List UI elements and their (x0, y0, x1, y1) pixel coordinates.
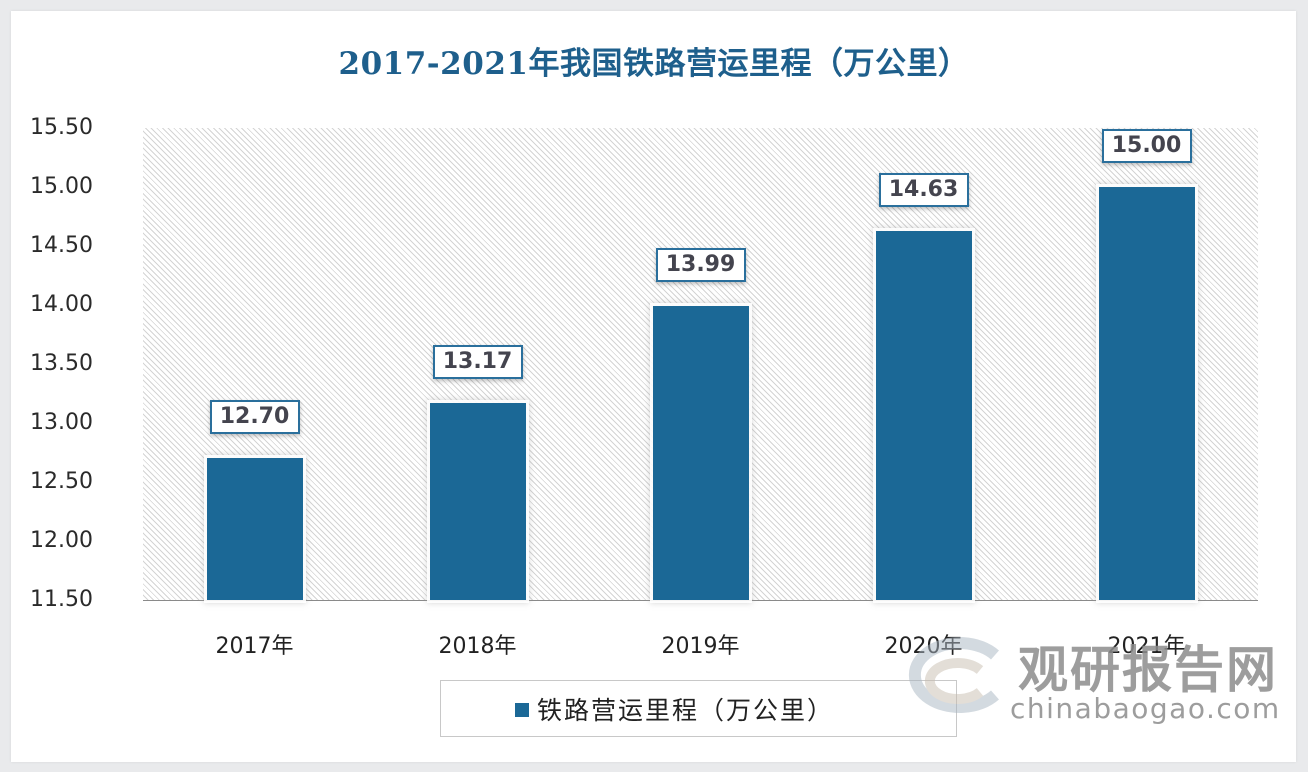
y-tick: 13.00 (30, 410, 93, 435)
x-tick: 2021年 (1107, 634, 1186, 659)
value-label: 12.70 (209, 400, 300, 435)
watermark-text-en: chinabaogao.com (1010, 692, 1281, 725)
y-tick: 12.00 (30, 528, 93, 553)
watermark-text-cn: 观研报告网 (1018, 641, 1278, 699)
x-tick: 2019年 (661, 634, 740, 659)
bar (875, 230, 972, 600)
bar (1098, 187, 1195, 600)
value-label: 13.99 (655, 248, 746, 283)
y-tick: 14.50 (30, 233, 93, 258)
bar (429, 402, 526, 600)
x-tick: 2017年 (215, 634, 294, 659)
y-tick: 12.50 (30, 469, 93, 494)
legend-label: 铁路营运里程（万公里） (537, 696, 835, 725)
chart-title: 2017-2021年我国铁路营运里程（万公里） (338, 46, 970, 82)
y-tick: 11.50 (30, 587, 93, 612)
chart-legend: 铁路营运里程（万公里） (440, 680, 957, 737)
y-tick: 13.50 (30, 351, 93, 376)
value-label: 14.63 (878, 172, 969, 207)
bar (652, 306, 749, 600)
x-axis-line (143, 600, 1258, 601)
x-tick: 2018年 (438, 634, 517, 659)
y-tick: 15.00 (30, 174, 93, 199)
y-tick: 15.50 (30, 115, 93, 140)
legend-swatch-icon (515, 703, 529, 717)
watermark-logo-icon (908, 637, 999, 713)
value-label: 15.00 (1101, 129, 1192, 163)
y-tick: 14.00 (30, 292, 93, 317)
bar (206, 458, 303, 600)
value-label: 13.17 (432, 344, 523, 379)
